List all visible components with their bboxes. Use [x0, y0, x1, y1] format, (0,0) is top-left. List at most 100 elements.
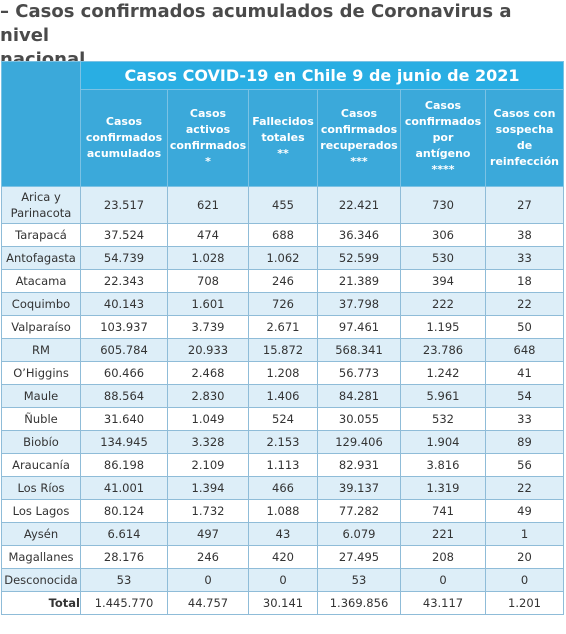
value-cell: 530 — [400, 246, 486, 270]
value-cell: 497 — [167, 522, 249, 546]
table-row: Desconocida 53 0 0 53 0 0 — [1, 568, 564, 592]
total-value: 30.141 — [248, 591, 318, 615]
value-cell: 1.088 — [248, 499, 318, 523]
value-cell: 89 — [485, 430, 564, 454]
value-cell: 82.931 — [317, 453, 401, 477]
total-value: 1.201 — [485, 591, 564, 615]
value-cell: 1.049 — [167, 407, 249, 431]
region-name-cell: Tarapacá — [1, 223, 81, 247]
value-cell: 3.816 — [400, 453, 486, 477]
region-name-cell: O’Higgins — [1, 361, 81, 385]
value-cell: 20 — [485, 545, 564, 569]
total-value: 1.445.770 — [80, 591, 168, 615]
table-row: Los Ríos 41.001 1.394 466 39.137 1.319 22 — [1, 476, 564, 500]
column-header-recovered: Casos confirmados recuperados *** — [317, 89, 401, 187]
value-cell: 474 — [167, 223, 249, 247]
value-cell: 97.461 — [317, 315, 401, 339]
table-row: Atacama 22.343 708 246 21.389 394 18 — [1, 269, 564, 293]
header-corner-cell — [1, 61, 81, 187]
value-cell: 0 — [485, 568, 564, 592]
value-cell: 53 — [317, 568, 401, 592]
value-cell: 1.406 — [248, 384, 318, 408]
value-cell: 103.937 — [80, 315, 168, 339]
region-name-cell: Biobío — [1, 430, 81, 454]
value-cell: 38 — [485, 223, 564, 247]
table-row: Maule 88.564 2.830 1.406 84.281 5.961 54 — [1, 384, 564, 408]
region-name-cell: Antofagasta — [1, 246, 81, 270]
value-cell: 708 — [167, 269, 249, 293]
value-cell: 246 — [167, 545, 249, 569]
value-cell: 2.830 — [167, 384, 249, 408]
value-cell: 36.346 — [317, 223, 401, 247]
value-cell: 1.242 — [400, 361, 486, 385]
value-cell: 568.341 — [317, 338, 401, 362]
value-cell: 1.028 — [167, 246, 249, 270]
value-cell: 22 — [485, 476, 564, 500]
region-name-cell: Atacama — [1, 269, 81, 293]
total-value: 1.369.856 — [317, 591, 401, 615]
value-cell: 726 — [248, 292, 318, 316]
value-cell: 30.055 — [317, 407, 401, 431]
table-row: O’Higgins 60.466 2.468 1.208 56.773 1.242 41 — [1, 361, 564, 385]
value-cell: 40.143 — [80, 292, 168, 316]
value-cell: 1.904 — [400, 430, 486, 454]
value-cell: 1.113 — [248, 453, 318, 477]
region-name-cell: Los Ríos — [1, 476, 81, 500]
region-name-cell: Araucanía — [1, 453, 81, 477]
table-row: Arica y Parinacota 23.517 621 455 22.421 730 2… — [1, 186, 564, 224]
value-cell: 1.732 — [167, 499, 249, 523]
value-cell: 3.739 — [167, 315, 249, 339]
value-cell: 134.945 — [80, 430, 168, 454]
table-row: Los Lagos 80.124 1.732 1.088 77.282 741 49 — [1, 499, 564, 523]
column-header-deaths: Fallecidos totales ** — [248, 89, 318, 187]
region-name-cell: Ñuble — [1, 407, 81, 431]
value-cell: 43 — [248, 522, 318, 546]
region-name-cell: Maule — [1, 384, 81, 408]
value-cell: 208 — [400, 545, 486, 569]
table-row: Ñuble 31.640 1.049 524 30.055 532 33 — [1, 407, 564, 431]
column-header-antigen: Casos confirmados por antígeno **** — [400, 89, 486, 187]
value-cell: 21.389 — [317, 269, 401, 293]
value-cell: 54.739 — [80, 246, 168, 270]
column-header-reinfection: Casos con sospecha de reinfección — [485, 89, 564, 187]
value-cell: 3.328 — [167, 430, 249, 454]
value-cell: 1.601 — [167, 292, 249, 316]
value-cell: 41.001 — [80, 476, 168, 500]
total-value: 44.757 — [167, 591, 249, 615]
value-cell: 86.198 — [80, 453, 168, 477]
table-row: Magallanes 28.176 246 420 27.495 208 20 — [1, 545, 564, 569]
value-cell: 2.109 — [167, 453, 249, 477]
value-cell: 22.343 — [80, 269, 168, 293]
table-row: Antofagasta 54.739 1.028 1.062 52.599 530 33 — [1, 246, 564, 270]
table-row: Coquimbo 40.143 1.601 726 37.798 222 22 — [1, 292, 564, 316]
value-cell: 84.281 — [317, 384, 401, 408]
value-cell: 77.282 — [317, 499, 401, 523]
value-cell: 524 — [248, 407, 318, 431]
value-cell: 39.137 — [317, 476, 401, 500]
value-cell: 466 — [248, 476, 318, 500]
table-body: Arica y Parinacota 23.517 621 455 22.421 730 2… — [1, 186, 564, 592]
value-cell: 60.466 — [80, 361, 168, 385]
value-cell: 1.208 — [248, 361, 318, 385]
value-cell: 20.933 — [167, 338, 249, 362]
region-name-cell: Valparaíso — [1, 315, 81, 339]
value-cell: 37.798 — [317, 292, 401, 316]
value-cell: 605.784 — [80, 338, 168, 362]
value-cell: 18 — [485, 269, 564, 293]
column-header-confirmed: Casos confirmados acumulados — [80, 89, 168, 187]
value-cell: 455 — [248, 186, 318, 224]
table-row: Tarapacá 37.524 474 688 36.346 306 38 — [1, 223, 564, 247]
value-cell: 23.786 — [400, 338, 486, 362]
value-cell: 741 — [400, 499, 486, 523]
value-cell: 5.961 — [400, 384, 486, 408]
value-cell: 2.153 — [248, 430, 318, 454]
value-cell: 1.062 — [248, 246, 318, 270]
region-name-cell: RM — [1, 338, 81, 362]
table-row: Biobío 134.945 3.328 2.153 129.406 1.904 89 — [1, 430, 564, 454]
value-cell: 2.671 — [248, 315, 318, 339]
value-cell: 1.319 — [400, 476, 486, 500]
value-cell: 221 — [400, 522, 486, 546]
region-name-cell: Magallanes — [1, 545, 81, 569]
value-cell: 23.517 — [80, 186, 168, 224]
value-cell: 33 — [485, 246, 564, 270]
